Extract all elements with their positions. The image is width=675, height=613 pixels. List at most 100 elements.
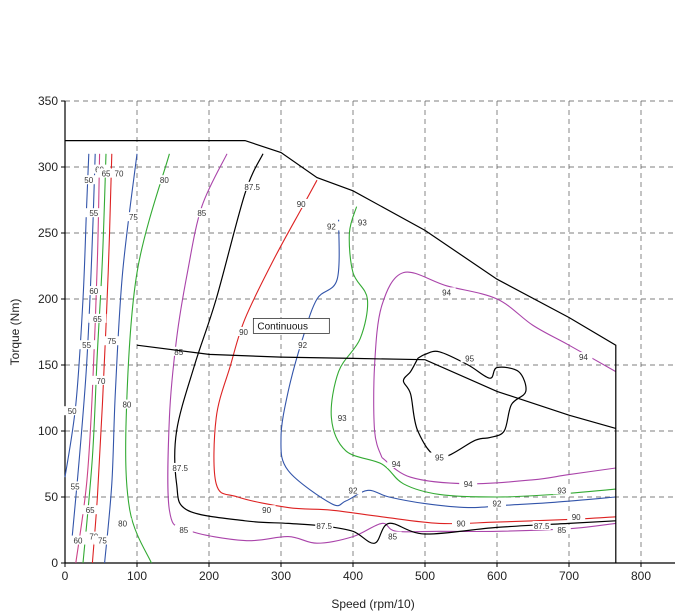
contour-line-95-14	[402, 350, 527, 459]
contour-label-bg	[452, 518, 470, 528]
contour-line-75-5	[104, 153, 138, 564]
contour-label-80: 80	[118, 519, 127, 528]
contour-label-bg	[97, 168, 116, 178]
contour-line-65-3	[82, 153, 107, 564]
y-tick-label-0: 0	[51, 556, 58, 570]
contour-label-85: 85	[174, 348, 183, 357]
x-tick-label-500: 500	[415, 569, 435, 583]
contour-label-bg	[488, 498, 506, 508]
contour-label-bg	[66, 481, 85, 491]
x-tick-label-400: 400	[343, 569, 363, 583]
contour-line-92-10	[280, 219, 616, 509]
contour-label-55: 55	[89, 209, 98, 218]
grid-lines	[65, 100, 675, 563]
y-axis-title: Torque (Nm)	[8, 299, 22, 366]
contour-label-bg	[84, 286, 103, 296]
contour-label-55: 55	[82, 341, 91, 350]
contour-label-85: 85	[197, 209, 206, 218]
contour-label-bg	[552, 525, 571, 534]
contour-label-92: 92	[349, 486, 358, 495]
contour-label-92: 92	[327, 222, 336, 231]
contour-label-50: 50	[68, 407, 77, 416]
contour-label-65: 65	[86, 506, 95, 515]
contour-label-bg	[174, 525, 193, 534]
x-axis-ticks: 0 100 200 300 400 500 600 700 800	[62, 563, 651, 583]
contour-label-80: 80	[160, 176, 169, 185]
contour-label-75: 75	[107, 337, 116, 346]
contour-label-93: 93	[358, 218, 367, 227]
contour-label-65: 65	[93, 315, 102, 324]
contour-label-bg	[430, 452, 449, 462]
contour-line-90-9	[213, 179, 616, 525]
boundary-continuous	[136, 344, 616, 429]
contour-label-bg	[353, 217, 372, 227]
contour-label-92: 92	[493, 500, 502, 509]
contour-label-70: 70	[115, 170, 124, 179]
contour-label-bg	[322, 221, 341, 231]
contour-line-80-6	[125, 153, 170, 564]
contour-label-60: 60	[89, 287, 98, 296]
contour-label-70: 70	[97, 377, 106, 386]
contour-label-bg	[292, 198, 311, 208]
contour-label-90: 90	[297, 200, 306, 209]
contour-line-55-1	[71, 153, 96, 537]
x-tick-label-100: 100	[127, 569, 147, 583]
contour-label-bg	[77, 340, 96, 350]
contour-label-bg	[234, 327, 253, 336]
contour-label-bg	[117, 399, 136, 409]
contour-line-94-13	[381, 456, 616, 485]
y-tick-label-200: 200	[38, 292, 58, 306]
contour-label-93: 93	[338, 414, 347, 423]
y-tick-label-150: 150	[38, 358, 58, 372]
contour-label-bg	[437, 287, 456, 297]
contour-label-bg	[344, 485, 362, 495]
contour-label-95: 95	[435, 453, 444, 462]
contour-label-bg	[567, 511, 586, 521]
y-tick-label-250: 250	[38, 226, 58, 240]
contour-label-bg	[93, 535, 112, 545]
contour-label-87-5: 87.5	[316, 522, 332, 531]
contour-label-92: 92	[298, 341, 307, 350]
contour-line-94-12	[373, 271, 617, 458]
continuous-annotation: Continuous	[252, 317, 330, 334]
contour-label-94: 94	[442, 288, 451, 297]
contour-label-60: 60	[74, 537, 83, 546]
contour-labels: 5050555555606060656565707070757575808080…	[63, 164, 593, 546]
y-tick-label-300: 300	[38, 160, 58, 174]
contour-label-bg	[552, 485, 571, 495]
contour-label-94: 94	[579, 353, 588, 362]
y-tick-label-100: 100	[38, 424, 58, 438]
contour-label-90: 90	[239, 328, 248, 337]
contour-label-90: 90	[262, 506, 271, 515]
contour-label-bg	[387, 459, 406, 468]
contour-label-bg	[113, 518, 132, 528]
contour-line-87-5-8	[174, 153, 616, 544]
contour-label-bg	[171, 462, 190, 472]
contour-label-bg	[102, 336, 121, 346]
contour-label-bg	[192, 208, 211, 218]
x-axis-title: Speed (rpm/10)	[331, 597, 414, 611]
x-tick-label-300: 300	[271, 569, 291, 583]
contour-label-bg	[110, 168, 128, 178]
y-tick-label-350: 350	[38, 94, 58, 108]
contour-label-85: 85	[179, 526, 188, 535]
contour-label-87-5: 87.5	[172, 464, 188, 473]
contour-label-87-5: 87.5	[534, 522, 550, 531]
x-tick-label-600: 600	[487, 569, 507, 583]
contour-label-90: 90	[572, 513, 581, 522]
contour-label-bg	[333, 412, 352, 422]
x-tick-label-700: 700	[559, 569, 579, 583]
contour-line-50-0	[64, 153, 90, 478]
continuous-annotation-text: Continuous	[257, 321, 308, 332]
contour-label-bg	[293, 340, 312, 350]
contour-label-65: 65	[102, 170, 111, 179]
contour-label-bg	[92, 375, 110, 385]
contour-label-94: 94	[464, 480, 473, 489]
contour-label-94: 94	[392, 460, 401, 469]
contour-label-bg	[81, 505, 100, 515]
contour-label-bg	[155, 175, 174, 185]
contour-label-bg	[88, 313, 107, 323]
contour-label-bg	[68, 535, 87, 545]
contour-label-bg	[124, 212, 143, 222]
contour-label-bg	[459, 478, 478, 488]
